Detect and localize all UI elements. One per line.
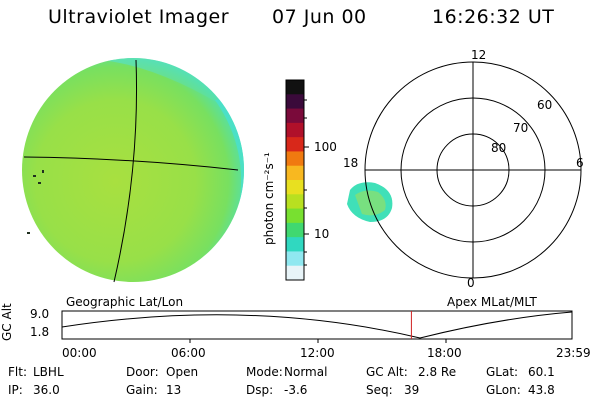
mlt-label-0: 0 [467,276,475,290]
info-gain-value: 13 [166,383,182,397]
colorbar-band [286,151,304,167]
colorbar-band [286,208,304,224]
info-dsp-value: -3.6 [284,383,308,397]
time-label: 16:26:32 UT [432,6,555,28]
time-tick-1800: 18:00 [427,346,462,360]
colorbar-unit-label: photon cm⁻²s⁻¹ [262,152,276,245]
info-seq-label: Seq: [366,383,393,397]
colorbar-band [286,180,304,195]
info-ip-label: IP: [8,383,23,397]
time-tick-0600: 06:00 [171,346,206,360]
alt-max-label: 9.0 [30,307,50,321]
info-door-value: Open [166,365,199,379]
info-dsp-label: Dsp: [246,383,274,397]
mlt-label-18: 18 [343,156,359,170]
info-gcalt-value: 2.8 Re [418,365,457,379]
colorbar-band [286,165,304,181]
date-label: 07 Jun 00 [272,6,367,28]
time-tick-0000: 00:00 [62,346,97,360]
info-flt-value: LBHL [33,365,64,379]
info-glon-label: GLon: [486,383,521,397]
colorbar-band [286,94,304,110]
colorbar-band [286,251,304,267]
time-tick-2359: 23:59 [556,346,591,360]
info-flt-label: Flt: [8,365,27,379]
altitude-strip [61,310,573,343]
info-mode-value: Normal [284,365,328,379]
alt-axis-label: GC Alt [0,303,14,341]
info-mode-label: Mode: [246,365,283,379]
alt-min-label: 1.8 [30,325,50,339]
info-glat-label: GLat: [486,365,519,379]
colorbar-tick-10: 10 [314,227,330,241]
colorbar-band [286,237,304,252]
info-seq-value: 39 [404,383,420,397]
info-door-label: Door: [126,365,159,379]
info-glat-value: 60.1 [528,365,555,379]
info-gcalt-label: GC Alt: [366,365,408,379]
colorbar-band [286,122,304,138]
geographic-title: Geographic Lat/Lon [66,295,184,309]
mlt-label-12: 12 [471,48,487,62]
info-ip-value: 36.0 [33,383,60,397]
colorbar-band [286,108,304,124]
lat-label-60: 60 [537,98,553,112]
lat-label-70: 70 [513,121,529,135]
colorbar-band [286,194,304,210]
colorbar-band [286,80,304,95]
colorbar-band [286,222,304,238]
time-tick-1200: 12:00 [300,346,335,360]
colorbar [286,80,304,281]
colorbar-tick-100: 100 [314,140,337,154]
geographic-grid [23,59,239,283]
colorbar-band [286,265,304,281]
info-gain-label: Gain: [126,383,158,397]
apex-title: Apex MLat/MLT [447,295,537,309]
colorbar-band [286,137,304,152]
lat-label-80: 80 [491,141,507,155]
mlt-label-6: 6 [576,156,584,170]
info-glon-value: 43.8 [528,383,555,397]
app-title: Ultraviolet Imager [48,6,230,28]
polar-plot [347,61,582,279]
